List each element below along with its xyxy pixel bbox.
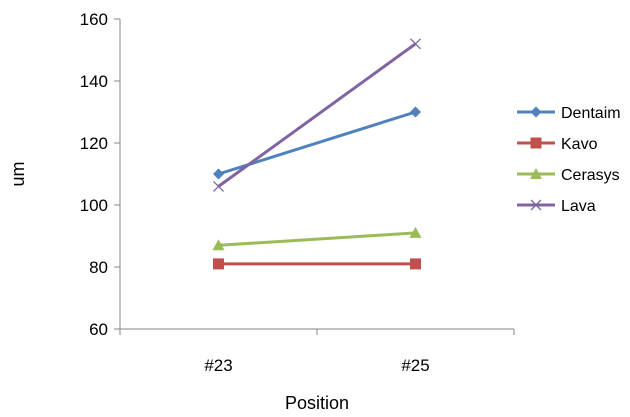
legend-label: Dentaim <box>561 105 621 122</box>
data-point-kavo <box>410 258 421 270</box>
series-line-cerasys <box>218 231 416 247</box>
legend-marker-dentaim <box>530 106 542 118</box>
legend-label: Lava <box>561 198 596 215</box>
data-point-lava-stroke <box>410 38 421 50</box>
legend-item-lava: Lava <box>517 198 596 215</box>
legend-marker-kavo <box>530 137 542 149</box>
data-point-lava <box>213 180 224 192</box>
x-tick-label: #23 <box>204 356 232 375</box>
series-kavo <box>213 258 421 270</box>
legend-marker-lava-stroke <box>530 199 542 211</box>
y-tick-label: 160 <box>80 10 108 29</box>
x-axis-title: Position <box>285 393 349 413</box>
data-point-dentaim <box>213 168 224 180</box>
data-point-lava-stroke <box>213 180 224 192</box>
y-axis-ticks: 60 80 100 120 140 160 <box>80 10 120 339</box>
y-tick-label: 80 <box>89 258 108 277</box>
data-point-dentaim <box>410 106 421 118</box>
legend-item-kavo: Kavo <box>517 136 598 153</box>
legend-marker-cerasys <box>530 168 542 179</box>
x-axis-ticks: #23 #25 <box>119 329 515 375</box>
data-point-cerasys <box>212 239 225 251</box>
data-point-lava <box>410 38 421 50</box>
y-axis-title: um <box>8 161 28 186</box>
legend-label: Kavo <box>561 136 598 153</box>
legend: Dentaim Kavo Cerasys Lava <box>517 105 621 215</box>
x-tick-label: #25 <box>401 356 429 375</box>
axes <box>119 19 514 330</box>
series-cerasys <box>212 226 422 251</box>
y-tick-label: 140 <box>80 72 108 91</box>
y-tick-label: 60 <box>89 320 108 339</box>
series-line-lava <box>217 42 417 188</box>
data-point-cerasys <box>409 226 422 238</box>
y-tick-label: 100 <box>80 196 108 215</box>
legend-item-cerasys: Cerasys <box>517 167 620 184</box>
y-tick-label: 120 <box>80 134 108 153</box>
legend-marker-lava <box>530 199 542 211</box>
legend-item-dentaim: Dentaim <box>517 105 621 122</box>
legend-label: Cerasys <box>561 167 620 184</box>
series-layer <box>212 38 422 270</box>
data-point-kavo <box>213 258 224 270</box>
series-lava <box>213 38 421 192</box>
